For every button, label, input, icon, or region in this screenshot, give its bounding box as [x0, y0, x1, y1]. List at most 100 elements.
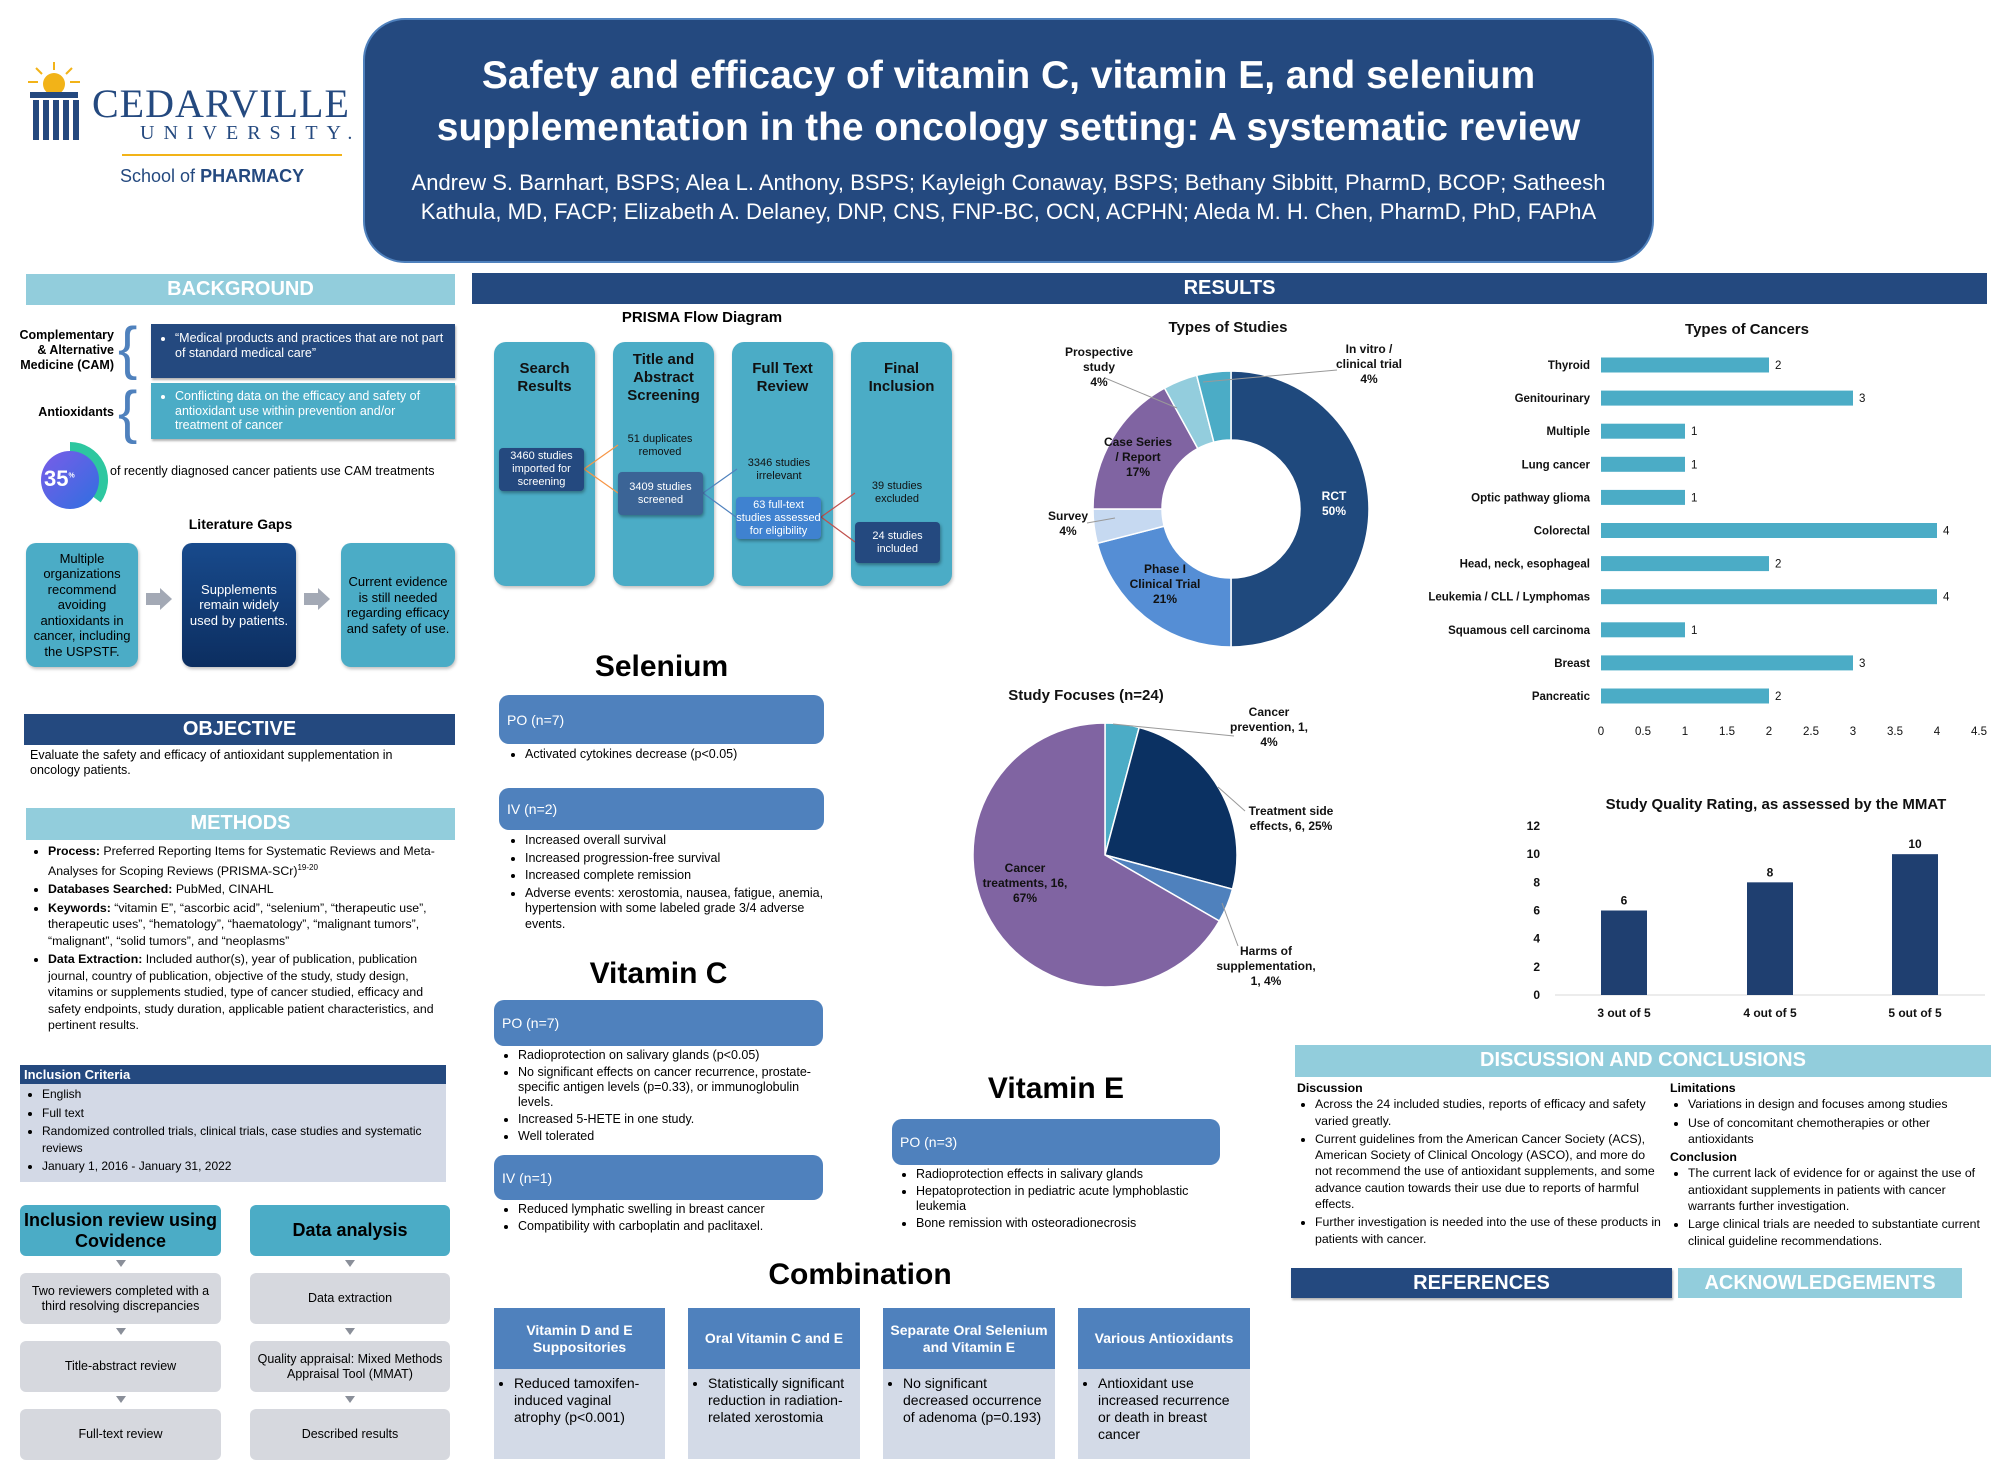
y-tick-label: 10 [1527, 847, 1541, 861]
vitamin-e-po-finding: Hepatoprotection in pediatric acute lymp… [916, 1184, 1218, 1214]
x-tick-label: 2 [1766, 726, 1772, 738]
discussion-point: Current guidelines from the American Can… [1315, 1131, 1662, 1212]
leader-line [1086, 517, 1116, 524]
slice-label: 50% [1322, 504, 1346, 518]
objective-header: OBJECTIVE [24, 714, 455, 745]
down-arrow-icon [116, 1396, 126, 1403]
slice-label: 4% [1260, 735, 1278, 749]
x-tick-label: 2.5 [1803, 726, 1819, 738]
slice-label: Treatment side [1249, 804, 1334, 818]
vitamin-c-po-finding: Well tolerated [518, 1129, 820, 1144]
stat-value: 35% [44, 466, 75, 492]
category-label: Thyroid [1548, 360, 1590, 372]
vitamin-c-po-label: PO (n=7) [494, 1000, 823, 1046]
vitamin-c-iv-label: IV (n=1) [494, 1155, 823, 1200]
slice-label: RCT [1322, 489, 1347, 503]
analysis-flow-title: Data analysis [250, 1205, 450, 1256]
logo-university-subtitle: UNIVERSITY. [140, 122, 362, 144]
limitations-list: Variations in design and focuses among s… [1670, 1096, 1990, 1147]
arrow-right-icon [160, 588, 172, 610]
bar [1601, 423, 1685, 439]
logo-school-prefix: School of [120, 166, 196, 186]
citation-superscript: 19-20 [297, 862, 318, 872]
slice-label: Phase I [1144, 562, 1186, 576]
methods-item-text: “vitamin E”, “ascorbic acid”, “selenium”… [48, 900, 427, 948]
x-tick-label: 3.5 [1887, 726, 1903, 738]
vitamin-c-po-finding: Increased 5-HETE in one study. [518, 1112, 820, 1127]
stat-unit: % [68, 472, 75, 480]
methods-item-text: Preferred Reporting Items for Systematic… [48, 844, 435, 878]
pie-slice [1104, 726, 1238, 891]
stat-ring-icon [41, 442, 108, 509]
vitamin-c-po-list: Radioprotection on salivary glands (p<0.… [500, 1048, 820, 1146]
leader-line [1104, 377, 1178, 409]
pie-slice [1096, 525, 1232, 648]
acknowledgements-header: ACKNOWLEDGEMENTS [1678, 1268, 1962, 1298]
bar-value-label: 1 [1691, 625, 1697, 637]
title-banner: Safety and efficacy of vitamin C, vitami… [363, 18, 1654, 263]
prisma-imported: 3460 studies imported for screening [499, 448, 584, 491]
selenium-po-label: PO (n=7) [499, 695, 824, 744]
slice-label: Prospective [1065, 345, 1133, 359]
slice-label: treatments, 16, [983, 876, 1068, 890]
x-tick-label: 0.5 [1635, 726, 1651, 738]
inclusion-criterion: English [42, 1086, 446, 1103]
bar [1601, 357, 1769, 373]
limitation-point: Variations in design and focuses among s… [1688, 1096, 1990, 1112]
references-header: REFERENCES [1291, 1268, 1672, 1298]
category-label: Squamous cell carcinoma [1448, 625, 1590, 637]
review-step-1: Two reviewers completed with a third res… [20, 1273, 221, 1324]
discussion-point: Across the 24 included studies, reports … [1315, 1096, 1662, 1129]
slice-label: supplementation, [1216, 959, 1315, 973]
vitamin-e-po-list: Radioprotection effects in salivary glan… [898, 1167, 1218, 1233]
limitations-subtitle: Limitations [1670, 1081, 1736, 1095]
bar [1601, 688, 1769, 704]
arrow-right-icon [304, 593, 318, 605]
results-header: RESULTS [472, 273, 1987, 304]
objective-text: Evaluate the safety and efficacy of anti… [30, 748, 393, 777]
inclusion-criterion: Full text [42, 1105, 446, 1122]
gap-box-3: Current evidence is still needed regardi… [341, 543, 455, 667]
slice-label: 17% [1126, 465, 1150, 479]
pie-slice [1230, 370, 1370, 648]
arrow-right-icon [318, 588, 330, 610]
prisma-assessed: 63 full-text studies assessed for eligib… [736, 497, 821, 539]
bar-value-label: 4 [1943, 526, 1950, 538]
category-label: 5 out of 5 [1888, 1006, 1942, 1020]
slice-label: Cancer [1249, 705, 1290, 719]
methods-list: Process: Preferred Reporting Items for S… [30, 843, 455, 1036]
category-label: Breast [1554, 658, 1590, 670]
arrow-right-icon [146, 593, 160, 605]
chart-title: Study Quality Rating, as assessed by the… [1606, 796, 1947, 813]
combination-column-1: Vitamin D and E Suppositories Reduced ta… [494, 1308, 665, 1459]
conclusion-point: Large clinical trials are needed to subs… [1688, 1216, 1990, 1249]
bar-value-label: 6 [1621, 894, 1628, 908]
gap-box-2: Supplements remain widely used by patien… [182, 543, 296, 667]
category-label: Genitourinary [1515, 393, 1591, 405]
methods-header: METHODS [26, 808, 455, 840]
slice-label: In vitro / [1346, 342, 1393, 356]
bar-value-label: 1 [1691, 459, 1697, 471]
combination-header: Vitamin D and E Suppositories [494, 1308, 665, 1369]
bar [1601, 589, 1937, 605]
analysis-step-1: Data extraction [250, 1273, 450, 1324]
bar-value-label: 1 [1691, 426, 1697, 438]
poster-title-line1: Safety and efficacy of vitamin C, vitami… [481, 54, 1536, 97]
category-label: 3 out of 5 [1597, 1006, 1651, 1020]
logo-university-name: CEDARVILLE [92, 81, 350, 126]
down-arrow-icon [116, 1328, 126, 1335]
slice-label: 1, 4% [1251, 974, 1282, 988]
bar [1601, 556, 1769, 572]
discussion-point: Further investigation is needed into the… [1315, 1214, 1662, 1247]
stat-progress-arc [70, 442, 108, 503]
bar [1892, 854, 1938, 995]
selenium-po-finding: Activated cytokines decrease (p<0.05) [525, 747, 827, 762]
combination-body: Antioxidant use increased recurrence or … [1078, 1369, 1250, 1459]
vitamin-c-iv-finding: Compatibility with carboplatin and pacli… [518, 1219, 820, 1234]
selenium-title: Selenium [594, 650, 729, 683]
cam-definition: “Medical products and practices that are… [175, 331, 447, 361]
logo-school-name: PHARMACY [200, 166, 305, 186]
bar-value-label: 3 [1859, 393, 1865, 405]
slice-label: 67% [1013, 891, 1037, 905]
leader-line [1112, 723, 1235, 737]
